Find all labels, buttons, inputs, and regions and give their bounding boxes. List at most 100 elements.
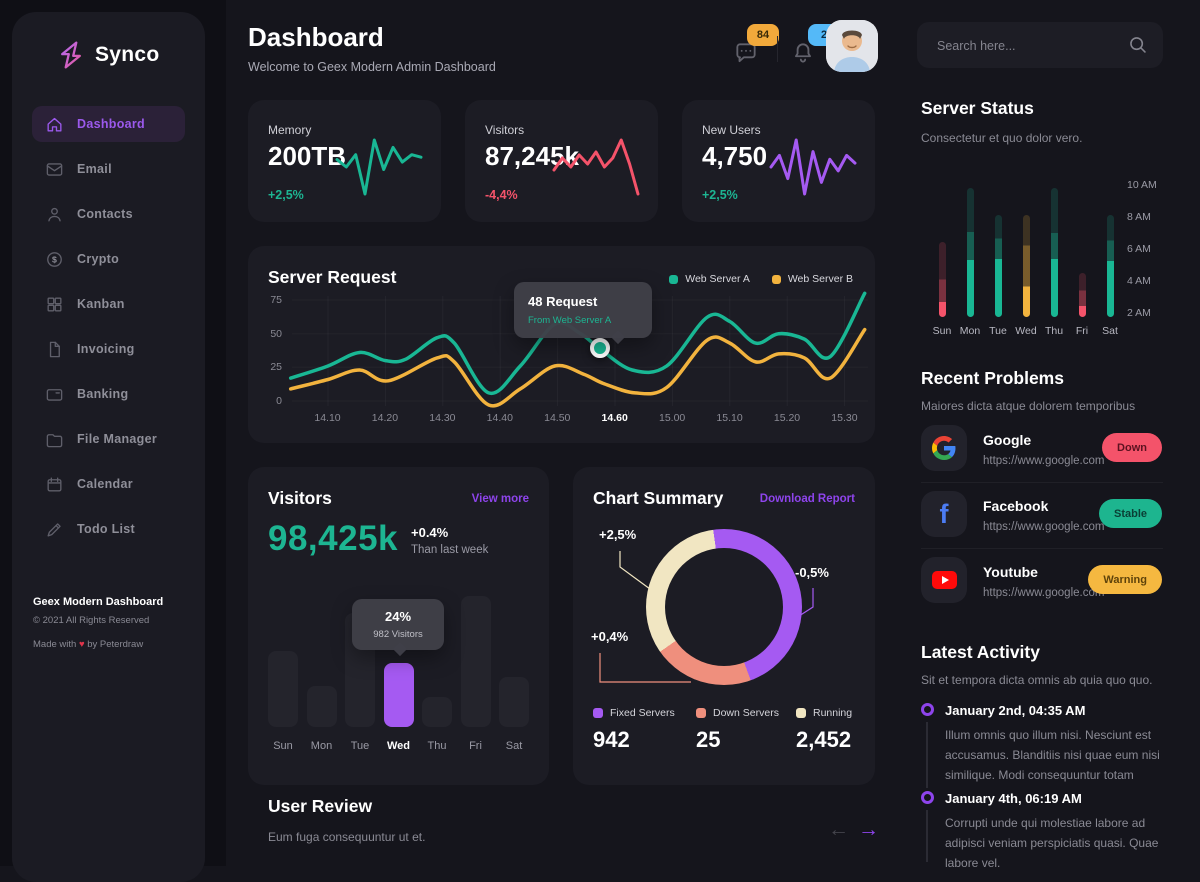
activity-text: Corrupti unde qui molestiae labore ad ad… [945, 816, 1159, 870]
google-icon [921, 425, 967, 471]
chat-icon[interactable] [733, 40, 759, 66]
bar-sat[interactable] [499, 677, 529, 727]
status-bar-thu[interactable] [1050, 188, 1058, 317]
x-tick: 14.30 [429, 412, 456, 424]
home-icon [47, 117, 62, 132]
status-bar-tue[interactable] [994, 215, 1002, 317]
sidebar-item-banking[interactable]: Banking [32, 376, 185, 412]
person-icon [48, 207, 61, 222]
footer-made-with: Made with [33, 639, 77, 650]
status-bar-mon[interactable] [966, 188, 974, 317]
x-tick-active: 14.60 [601, 412, 628, 424]
legend-label: Web Server B [787, 273, 853, 285]
view-more-link[interactable]: View more [471, 493, 529, 505]
memory-sparkline [335, 138, 423, 196]
sidebar-item-label: Kanban [77, 297, 125, 311]
visitors-title: Visitors [268, 488, 332, 508]
day-label: Tue [989, 325, 1007, 337]
sidebar-item-label: Invoicing [77, 342, 135, 356]
user-avatar[interactable] [826, 20, 878, 72]
x-tick: 14.20 [371, 412, 399, 424]
search-bar [917, 22, 1163, 70]
tooltip-source: From Web Server A [528, 315, 612, 326]
youtube-icon [921, 557, 967, 603]
sidebar-item-file-manager[interactable]: File Manager [32, 421, 185, 457]
x-tick: 15.20 [773, 412, 801, 424]
y-tick: 75 [270, 294, 282, 306]
sidebar-item-crypto[interactable]: $ Crypto [32, 241, 185, 277]
visitors-card: Visitors View more 98,425k +0.4% Than la… [248, 467, 549, 785]
bar-thu[interactable] [422, 697, 452, 727]
status-bar-fri[interactable] [1078, 273, 1086, 317]
legend-value: 942 [593, 727, 630, 752]
status-col [1040, 175, 1068, 317]
server-status-chart [928, 175, 1124, 317]
status-day-labels: Sun Mon Tue Wed Thu Fri Sat [928, 325, 1124, 337]
bar-wed-highlighted[interactable] [383, 663, 414, 727]
sidebar-item-label: Calendar [77, 477, 133, 491]
sidebar-item-calendar[interactable]: Calendar [32, 466, 185, 502]
server-status-title: Server Status [921, 98, 1034, 118]
status-bar-sun[interactable] [938, 242, 946, 317]
next-arrow-icon[interactable]: → [858, 818, 879, 841]
sidebar-item-email[interactable]: Email [32, 151, 185, 187]
heart-icon: ♥ [78, 639, 85, 650]
sidebar-item-label: Crypto [77, 252, 120, 266]
prev-arrow-icon[interactable]: ← [828, 818, 849, 841]
divider [921, 548, 1163, 549]
stat-value: 200TB [268, 141, 347, 171]
day-label: Wed [1015, 325, 1037, 337]
status-col [928, 175, 956, 317]
activity-text: Illum omnis quo illum nisi. Nesciunt est… [945, 728, 1160, 782]
x-tick: 15.30 [831, 412, 858, 424]
sidebar-item-invoicing[interactable]: Invoicing [32, 331, 185, 367]
sidebar-item-label: Banking [77, 387, 129, 401]
status-col [1012, 175, 1040, 317]
legend-down-servers: Down Servers 25 [696, 707, 796, 753]
time-label: 10 AM [1127, 179, 1157, 191]
bar-mon[interactable] [306, 686, 337, 727]
page-subtitle: Welcome to Geex Modern Admin Dashboard [248, 60, 496, 74]
status-bar-sat[interactable] [1106, 215, 1114, 317]
youtube-logo-icon [931, 571, 957, 589]
bell-icon[interactable] [790, 40, 816, 66]
tooltip-caption: 982 Visitors [373, 629, 423, 640]
status-col [1068, 175, 1096, 317]
sidebar-item-label: Contacts [77, 207, 133, 221]
day-label: Sun [932, 325, 952, 337]
day-label: Mon [959, 325, 981, 337]
search-icon[interactable] [1127, 34, 1148, 55]
google-logo-icon [932, 436, 956, 460]
status-col [956, 175, 984, 317]
divider [921, 482, 1163, 483]
search-input[interactable] [935, 22, 1119, 70]
status-bar-wed[interactable] [1022, 215, 1030, 317]
sidebar-item-dashboard[interactable]: Dashboard [32, 106, 185, 142]
x-tick: 14.40 [486, 412, 513, 424]
sidebar-item-kanban[interactable]: Kanban [32, 286, 185, 322]
legend-label: Down Servers [713, 707, 779, 719]
sidebar-item-todo-list[interactable]: Todo List [32, 511, 185, 547]
bar-fri[interactable] [460, 596, 491, 727]
bar-tooltip: 24% 982 Visitors [352, 599, 444, 657]
problem-url[interactable]: https://www.google.com [983, 587, 1105, 599]
user-review-title: User Review [268, 796, 373, 816]
activity-time: January 4th, 06:19 AM [945, 791, 1082, 806]
status-badge-down: Down [1102, 433, 1162, 462]
download-report-link[interactable]: Download Report [759, 493, 855, 505]
visitors-sparkline [552, 138, 640, 196]
bar-sun[interactable] [268, 651, 298, 727]
chart-summary-card: Chart Summary Download Report +2,5% -0,5… [573, 467, 875, 785]
sidebar-item-label: Dashboard [77, 117, 145, 131]
chart-summary-title: Chart Summary [593, 488, 724, 508]
envelope-icon [46, 162, 63, 176]
legend-item-web-server-a: Web Server A [669, 273, 750, 285]
day-label: Thu [427, 740, 447, 752]
grid-icon [47, 296, 62, 312]
problem-url[interactable]: https://www.google.com [983, 455, 1105, 467]
problem-url[interactable]: https://www.google.com [983, 521, 1105, 533]
legend-fixed-servers: Fixed Servers 942 [593, 707, 696, 753]
stat-delta: +2,5% [702, 188, 738, 202]
sidebar-item-contacts[interactable]: Contacts [32, 196, 185, 232]
annotation-fixed: -0,5% [795, 565, 829, 580]
